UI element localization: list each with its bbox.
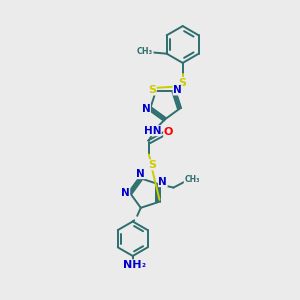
Text: N: N [158, 177, 167, 187]
Text: ₂: ₂ [142, 260, 146, 269]
Text: O: O [164, 128, 173, 137]
Text: N: N [136, 169, 145, 178]
Text: HN: HN [144, 126, 161, 136]
Text: CH₃: CH₃ [137, 47, 153, 56]
Text: N: N [121, 188, 130, 198]
Text: CH₃: CH₃ [184, 175, 200, 184]
Text: N: N [173, 85, 182, 95]
Text: S: S [148, 85, 156, 95]
Text: N: N [142, 104, 150, 114]
Text: NH: NH [124, 260, 142, 270]
Text: S: S [179, 77, 187, 88]
Text: S: S [148, 160, 156, 170]
